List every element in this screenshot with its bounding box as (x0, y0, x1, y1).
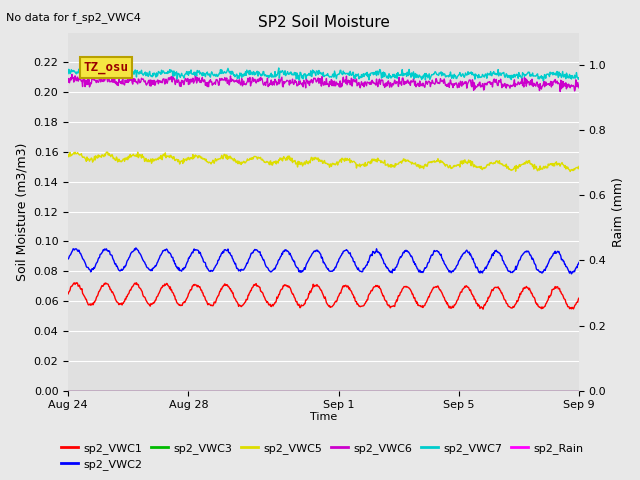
sp2_VWC1 (168, 289, 176, 295)
sp2_VWC7 (575, 75, 583, 81)
Y-axis label: Soil Moisture (m3/m3): Soil Moisture (m3/m3) (15, 143, 28, 281)
sp2_VWC5 (124, 155, 131, 160)
sp2_VWC5 (372, 156, 380, 162)
sp2_VWC2 (168, 254, 176, 260)
Line: sp2_VWC5: sp2_VWC5 (68, 152, 579, 171)
sp2_Rain (329, 388, 337, 394)
sp2_VWC5 (566, 168, 574, 174)
sp2_VWC5 (103, 149, 111, 155)
sp2_VWC3 (329, 388, 337, 394)
sp2_VWC1 (575, 295, 583, 301)
sp2_VWC6 (134, 81, 141, 87)
sp2_VWC1 (73, 280, 81, 286)
sp2_Rain (64, 388, 72, 394)
sp2_Rain (168, 388, 175, 394)
sp2_VWC7 (64, 71, 72, 76)
sp2_VWC3 (133, 388, 141, 394)
sp2_VWC6 (456, 84, 463, 90)
sp2_VWC2 (456, 258, 463, 264)
sp2_VWC1 (330, 302, 337, 308)
Legend: sp2_VWC1, sp2_VWC2, sp2_VWC3, sp2_VWC5, sp2_VWC6, sp2_VWC7, sp2_Rain: sp2_VWC1, sp2_VWC2, sp2_VWC3, sp2_VWC5, … (57, 438, 588, 474)
sp2_VWC1 (134, 281, 141, 287)
sp2_VWC6 (124, 80, 131, 85)
sp2_VWC3 (575, 388, 583, 394)
sp2_Rain (455, 388, 463, 394)
sp2_VWC1 (479, 306, 487, 312)
sp2_Rain (123, 388, 131, 394)
Line: sp2_VWC1: sp2_VWC1 (68, 283, 579, 309)
sp2_VWC2 (575, 260, 583, 265)
sp2_VWC1 (372, 284, 380, 289)
sp2_VWC2 (568, 271, 575, 277)
sp2_VWC6 (68, 72, 76, 77)
sp2_VWC7 (123, 68, 131, 73)
Line: sp2_VWC2: sp2_VWC2 (68, 248, 579, 274)
sp2_VWC7 (133, 68, 141, 73)
sp2_VWC3 (372, 388, 380, 394)
sp2_VWC1 (64, 291, 72, 297)
sp2_VWC7 (275, 65, 283, 71)
Text: No data for f_sp2_VWC4: No data for f_sp2_VWC4 (6, 12, 141, 23)
sp2_VWC3 (168, 388, 175, 394)
sp2_VWC5 (456, 162, 463, 168)
sp2_VWC1 (456, 293, 463, 299)
sp2_VWC1 (124, 294, 131, 300)
sp2_VWC6 (330, 80, 337, 85)
Line: sp2_VWC7: sp2_VWC7 (68, 68, 579, 81)
sp2_VWC3 (64, 388, 72, 394)
Line: sp2_VWC6: sp2_VWC6 (68, 74, 579, 92)
sp2_VWC2 (64, 256, 72, 262)
sp2_Rain (133, 388, 141, 394)
sp2_VWC2 (330, 267, 337, 273)
sp2_VWC5 (134, 149, 141, 155)
Y-axis label: Raim (mm): Raim (mm) (612, 177, 625, 247)
sp2_VWC5 (168, 154, 176, 160)
sp2_VWC6 (556, 89, 564, 95)
sp2_VWC7 (456, 72, 463, 78)
sp2_Rain (372, 388, 380, 394)
sp2_VWC5 (64, 152, 72, 158)
sp2_VWC5 (575, 164, 583, 169)
sp2_VWC2 (123, 260, 131, 266)
sp2_VWC2 (134, 247, 141, 253)
sp2_VWC6 (64, 79, 72, 85)
sp2_VWC5 (330, 161, 337, 167)
sp2_VWC2 (132, 245, 140, 251)
sp2_VWC7 (168, 68, 175, 74)
sp2_VWC7 (330, 71, 337, 77)
sp2_VWC7 (540, 78, 547, 84)
sp2_VWC6 (168, 79, 176, 85)
sp2_VWC6 (575, 85, 583, 91)
sp2_VWC7 (372, 73, 380, 79)
X-axis label: Time: Time (310, 412, 337, 422)
Title: SP2 Soil Moisture: SP2 Soil Moisture (258, 15, 390, 30)
sp2_Rain (575, 388, 583, 394)
sp2_VWC2 (372, 246, 380, 252)
sp2_VWC6 (372, 76, 380, 82)
Text: TZ_osu: TZ_osu (83, 61, 129, 74)
sp2_VWC3 (455, 388, 463, 394)
sp2_VWC3 (123, 388, 131, 394)
